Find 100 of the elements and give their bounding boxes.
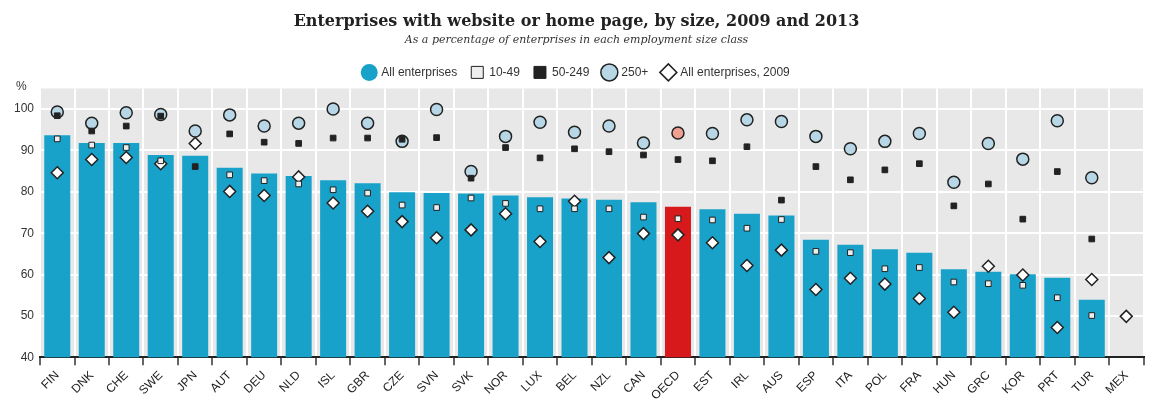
x-tick-label: NZL [587, 367, 614, 394]
point [602, 119, 616, 133]
x-tick-label: POL [862, 367, 890, 395]
point [774, 243, 789, 257]
point [878, 277, 892, 291]
point [1085, 171, 1099, 185]
point [671, 126, 685, 140]
legend-label: All enterprises [381, 64, 458, 79]
point [360, 204, 375, 219]
point [222, 184, 237, 199]
point [743, 143, 751, 151]
point [881, 166, 889, 174]
point [191, 163, 199, 170]
x-tick-label: FIN [38, 367, 62, 392]
point [709, 216, 716, 224]
y-tick-label: 50 [20, 308, 35, 323]
point [122, 122, 130, 130]
point [1019, 281, 1027, 289]
point [88, 127, 96, 135]
point [912, 291, 927, 306]
legend-label: 50-249 [551, 64, 590, 79]
point [226, 130, 234, 138]
point [536, 154, 544, 162]
point [536, 205, 544, 213]
point [433, 204, 440, 211]
point [326, 102, 340, 116]
point [1050, 320, 1065, 335]
point [295, 180, 302, 188]
point [53, 112, 61, 120]
point [740, 258, 754, 273]
point [1050, 113, 1065, 128]
y-tick-label: 40 [20, 349, 35, 364]
point [809, 129, 823, 144]
x-tick-label: FRA [896, 367, 924, 395]
point [847, 176, 854, 184]
x-tick-label: CZE [379, 367, 407, 395]
point [705, 235, 720, 250]
point [636, 226, 651, 241]
y-tick-label: 60 [20, 266, 35, 281]
point [502, 144, 509, 151]
point [981, 136, 996, 151]
point [778, 216, 785, 223]
point [226, 171, 234, 179]
point [571, 205, 578, 213]
point [188, 136, 202, 151]
point [1016, 152, 1030, 166]
point [119, 106, 133, 120]
point [291, 116, 306, 130]
point [260, 177, 268, 184]
y-axis-title: % [16, 78, 27, 93]
point [502, 200, 509, 207]
point [640, 213, 647, 221]
point [329, 186, 337, 194]
y-tick-label: 70 [20, 225, 35, 240]
point [119, 150, 133, 165]
point [947, 305, 961, 319]
point [533, 115, 547, 130]
point [1053, 294, 1061, 302]
point [950, 202, 958, 210]
point [85, 116, 99, 130]
point [847, 249, 854, 256]
point [433, 134, 440, 141]
point [464, 223, 478, 237]
point [671, 228, 685, 242]
point [605, 205, 613, 213]
point [843, 142, 858, 156]
point [398, 201, 406, 209]
point [257, 188, 271, 203]
point [1085, 272, 1099, 287]
point [916, 160, 923, 168]
point [640, 151, 647, 159]
legend-label: 250+ [621, 64, 649, 79]
point [916, 264, 923, 271]
x-tick-label: ITA [832, 367, 855, 391]
point [364, 189, 371, 197]
point [1088, 312, 1096, 319]
point [260, 138, 268, 146]
x-tick-label: TUR [1068, 367, 1097, 396]
point [122, 144, 130, 151]
point [1053, 168, 1061, 175]
point [571, 145, 578, 153]
chart-title: Enterprises with website or home page, by size, 2009 and 2013 [293, 10, 860, 30]
point [364, 134, 371, 142]
point [257, 119, 271, 133]
point [567, 125, 582, 139]
point [636, 136, 651, 150]
point [812, 163, 820, 170]
chart-subtitle: As a percentage of enterprises in each employment size class [403, 32, 749, 46]
point [1119, 309, 1134, 324]
point [843, 271, 858, 286]
point [605, 148, 613, 156]
point [705, 126, 720, 141]
point [467, 174, 475, 182]
point [53, 135, 61, 143]
y-tick-label: 80 [20, 184, 35, 199]
point [912, 126, 927, 141]
y-tick-label: 100 [13, 101, 35, 116]
point [429, 230, 444, 245]
point [981, 259, 996, 274]
point [985, 280, 992, 287]
